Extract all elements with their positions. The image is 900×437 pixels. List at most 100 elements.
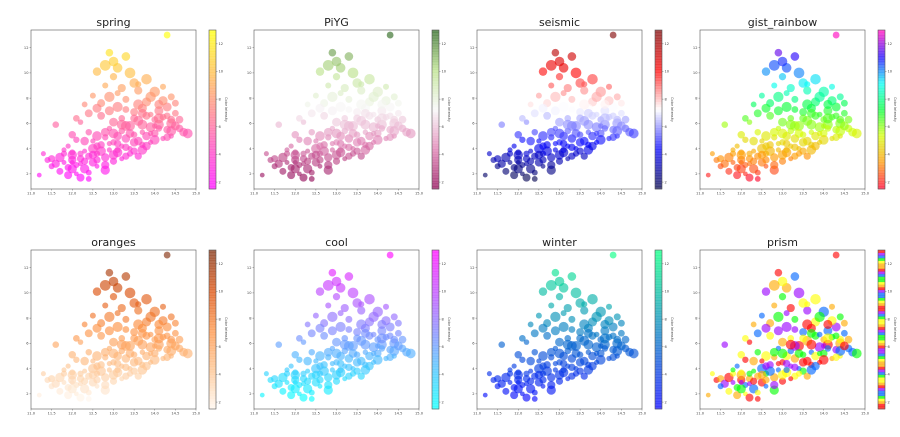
scatter-point — [777, 56, 788, 67]
colorbar-step — [432, 395, 439, 399]
scatter-point — [580, 86, 589, 95]
scatter-point — [153, 333, 164, 344]
x-tick-label: 11.5 — [717, 192, 725, 196]
colorbar-step — [878, 181, 885, 184]
colorbar-step — [878, 393, 885, 397]
colorbar-step — [655, 292, 662, 296]
scatter-point — [386, 332, 394, 340]
colorbar-step — [878, 297, 885, 301]
scatter-point — [761, 287, 771, 296]
colorbar-step — [209, 149, 216, 153]
chart-panel-oranges: oranges 11.0 11.5 12.0 12.5 13.0 13.5 14.0 14.5 1… — [4, 222, 229, 437]
x-tick-label: 14.0 — [151, 192, 160, 196]
colorbar-step — [209, 308, 216, 312]
scatter-point — [757, 370, 767, 380]
colorbar-step — [209, 342, 216, 346]
scatter-point — [538, 287, 548, 296]
x-tick-label: 13.0 — [109, 192, 118, 196]
colorbar-step — [432, 181, 439, 184]
colorbar-step — [878, 268, 885, 272]
colorbar-step — [432, 318, 439, 322]
scatter-point — [65, 363, 71, 369]
scatter-point — [93, 142, 101, 150]
colorbar-step — [878, 287, 885, 291]
scatter-point — [340, 303, 349, 313]
colorbar-step — [209, 279, 216, 283]
y-tick-label: 10 — [470, 291, 475, 295]
scatter-point — [526, 136, 535, 146]
colorbar-step — [655, 149, 662, 153]
scatter-point — [806, 328, 816, 338]
scatter-point — [335, 321, 346, 333]
x-tick-label: 11.5 — [48, 192, 56, 196]
scatter-point — [771, 82, 778, 89]
colorbar-step — [432, 284, 439, 288]
scatter-point — [303, 136, 312, 146]
colorbar-step — [209, 53, 216, 57]
scatter-point — [315, 323, 325, 333]
colorbar-step — [209, 289, 216, 293]
scatter-point — [746, 150, 753, 157]
scatter-point — [77, 119, 84, 125]
scatter-point — [580, 152, 588, 160]
colorbar-tick-label: 8 — [219, 97, 222, 101]
colorbar-step — [432, 263, 439, 267]
colorbar-step — [432, 37, 439, 41]
scatter-point — [753, 109, 762, 118]
colorbar-step — [655, 130, 662, 134]
colorbar-step — [655, 106, 662, 110]
scatter-point — [705, 392, 711, 398]
scatter-point — [106, 140, 112, 147]
scatter-point — [560, 310, 567, 317]
colorbar-tick-label: 12 — [888, 262, 893, 266]
scatter-point — [717, 383, 724, 390]
colorbar-step — [432, 393, 439, 397]
scatter-point — [82, 148, 88, 154]
scatter-point — [729, 150, 737, 157]
colorbar-step — [209, 255, 216, 259]
colorbar-step — [209, 350, 216, 354]
colorbar-step — [878, 337, 885, 341]
scatter-point — [563, 83, 572, 93]
colorbar-step — [432, 303, 439, 306]
scatter-point — [292, 149, 299, 156]
y-tick-label: 4 — [472, 367, 475, 371]
scatter-point — [736, 384, 746, 394]
colorbar-step — [209, 276, 216, 280]
scatter-point — [170, 341, 180, 351]
scatter-point — [836, 313, 844, 321]
scatter-point — [804, 301, 811, 308]
scatter-point — [725, 167, 733, 175]
scatter-point — [531, 348, 538, 356]
scatter-point — [353, 334, 362, 343]
colorbar-step — [655, 393, 662, 397]
scatter-point — [761, 131, 771, 141]
scatter-point — [283, 370, 291, 377]
colorbar-step — [432, 297, 439, 301]
y-tick-label: 12 — [693, 46, 698, 50]
point-layer — [482, 251, 639, 402]
x-tick-label: 13.0 — [555, 192, 564, 196]
colorbar-tick-label: 6 — [665, 125, 668, 129]
x-tick-label: 14.0 — [597, 412, 606, 416]
scatter-point — [342, 376, 348, 382]
colorbar-step — [209, 183, 216, 187]
scatter-point — [591, 91, 602, 103]
colorbar-tick-label: 8 — [442, 97, 445, 101]
scatter-point — [303, 356, 312, 366]
colorbar-step — [209, 40, 216, 44]
chart-title: winter — [542, 236, 577, 249]
x-tick-label: 13.0 — [332, 192, 341, 196]
colorbar-step — [432, 334, 439, 338]
colorbar-step — [878, 332, 885, 336]
colorbar-tick-label: 10 — [442, 70, 447, 74]
colorbar-step — [878, 162, 885, 166]
scatter-point — [523, 339, 530, 345]
colorbar-step — [209, 321, 216, 325]
colorbar-step — [432, 279, 439, 283]
scatter-point — [117, 83, 126, 93]
scatter-point — [554, 370, 565, 380]
scatter-point — [328, 268, 337, 277]
scatter-point — [352, 138, 362, 147]
colorbar-step — [655, 96, 662, 100]
